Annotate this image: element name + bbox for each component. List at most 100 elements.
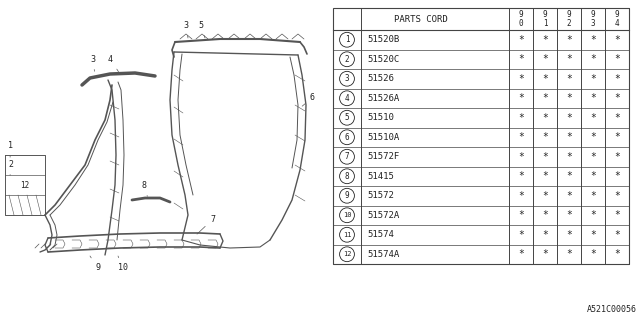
Text: *: * bbox=[518, 35, 524, 45]
Text: 9: 9 bbox=[345, 191, 349, 200]
Text: 5: 5 bbox=[345, 113, 349, 122]
Text: *: * bbox=[566, 93, 572, 103]
Text: 3: 3 bbox=[183, 21, 188, 38]
Text: 9
0: 9 0 bbox=[518, 10, 524, 28]
Text: *: * bbox=[542, 171, 548, 181]
Text: *: * bbox=[566, 210, 572, 220]
Text: *: * bbox=[518, 249, 524, 259]
Text: 9
2: 9 2 bbox=[566, 10, 572, 28]
Text: 4: 4 bbox=[108, 55, 118, 72]
Text: 8: 8 bbox=[142, 181, 147, 196]
Text: 11: 11 bbox=[343, 232, 351, 238]
Text: 12: 12 bbox=[343, 251, 351, 257]
Text: 2: 2 bbox=[345, 55, 349, 64]
Text: *: * bbox=[614, 191, 620, 201]
Text: *: * bbox=[566, 35, 572, 45]
Text: *: * bbox=[542, 132, 548, 142]
Text: *: * bbox=[590, 171, 596, 181]
Text: *: * bbox=[518, 93, 524, 103]
Text: *: * bbox=[542, 93, 548, 103]
Text: *: * bbox=[566, 74, 572, 84]
Text: PARTS CORD: PARTS CORD bbox=[394, 14, 448, 23]
Text: 51572A: 51572A bbox=[367, 211, 399, 220]
Text: 7: 7 bbox=[197, 215, 215, 234]
Text: *: * bbox=[518, 132, 524, 142]
Text: 3: 3 bbox=[345, 74, 349, 83]
Text: *: * bbox=[542, 113, 548, 123]
Text: *: * bbox=[590, 74, 596, 84]
Text: *: * bbox=[566, 191, 572, 201]
Text: *: * bbox=[590, 93, 596, 103]
Text: *: * bbox=[590, 230, 596, 240]
Text: *: * bbox=[614, 93, 620, 103]
Text: *: * bbox=[590, 113, 596, 123]
Text: 51572: 51572 bbox=[367, 191, 394, 200]
Text: *: * bbox=[518, 171, 524, 181]
Text: 9
3: 9 3 bbox=[591, 10, 595, 28]
Text: 9
4: 9 4 bbox=[614, 10, 620, 28]
Text: *: * bbox=[542, 74, 548, 84]
Text: *: * bbox=[518, 230, 524, 240]
Text: 51520B: 51520B bbox=[367, 35, 399, 44]
Text: 10: 10 bbox=[343, 212, 351, 218]
Text: *: * bbox=[542, 249, 548, 259]
Text: A521C00056: A521C00056 bbox=[587, 305, 637, 314]
Text: *: * bbox=[542, 54, 548, 64]
Text: 10: 10 bbox=[118, 256, 128, 272]
Text: 8: 8 bbox=[345, 172, 349, 181]
Text: *: * bbox=[614, 230, 620, 240]
Text: *: * bbox=[542, 152, 548, 162]
Text: 9: 9 bbox=[90, 256, 100, 272]
Text: 1: 1 bbox=[345, 35, 349, 44]
Text: 51572F: 51572F bbox=[367, 152, 399, 161]
Text: *: * bbox=[590, 132, 596, 142]
Text: *: * bbox=[566, 54, 572, 64]
Text: *: * bbox=[566, 152, 572, 162]
Text: 7: 7 bbox=[345, 152, 349, 161]
Text: *: * bbox=[518, 210, 524, 220]
Text: 1: 1 bbox=[8, 141, 13, 157]
Text: *: * bbox=[518, 152, 524, 162]
Text: *: * bbox=[614, 171, 620, 181]
Text: *: * bbox=[590, 191, 596, 201]
Text: *: * bbox=[614, 113, 620, 123]
Text: 2: 2 bbox=[8, 160, 13, 175]
Text: *: * bbox=[566, 132, 572, 142]
Text: *: * bbox=[614, 249, 620, 259]
Text: *: * bbox=[614, 132, 620, 142]
Text: 51526A: 51526A bbox=[367, 94, 399, 103]
Text: *: * bbox=[542, 191, 548, 201]
Text: 12: 12 bbox=[20, 180, 29, 189]
Text: 51526: 51526 bbox=[367, 74, 394, 83]
Text: *: * bbox=[590, 249, 596, 259]
Text: *: * bbox=[542, 35, 548, 45]
Text: 51574A: 51574A bbox=[367, 250, 399, 259]
Text: 6: 6 bbox=[345, 133, 349, 142]
Text: *: * bbox=[614, 152, 620, 162]
Text: 9
1: 9 1 bbox=[543, 10, 547, 28]
Text: *: * bbox=[518, 74, 524, 84]
Text: *: * bbox=[590, 210, 596, 220]
Text: 3: 3 bbox=[90, 55, 95, 71]
Text: 5: 5 bbox=[198, 21, 205, 38]
Bar bbox=[333, 8, 629, 264]
Text: *: * bbox=[590, 35, 596, 45]
Text: 4: 4 bbox=[345, 94, 349, 103]
Text: *: * bbox=[590, 152, 596, 162]
Text: *: * bbox=[614, 74, 620, 84]
Text: 51510: 51510 bbox=[367, 113, 394, 122]
Text: *: * bbox=[614, 210, 620, 220]
Text: *: * bbox=[566, 171, 572, 181]
Text: *: * bbox=[542, 230, 548, 240]
Text: *: * bbox=[518, 54, 524, 64]
Text: *: * bbox=[614, 35, 620, 45]
Text: 51574: 51574 bbox=[367, 230, 394, 239]
Text: *: * bbox=[566, 113, 572, 123]
Text: *: * bbox=[590, 54, 596, 64]
Text: *: * bbox=[614, 54, 620, 64]
Text: *: * bbox=[518, 113, 524, 123]
Text: 51520C: 51520C bbox=[367, 55, 399, 64]
Text: *: * bbox=[542, 210, 548, 220]
Text: 51415: 51415 bbox=[367, 172, 394, 181]
Text: 51510A: 51510A bbox=[367, 133, 399, 142]
